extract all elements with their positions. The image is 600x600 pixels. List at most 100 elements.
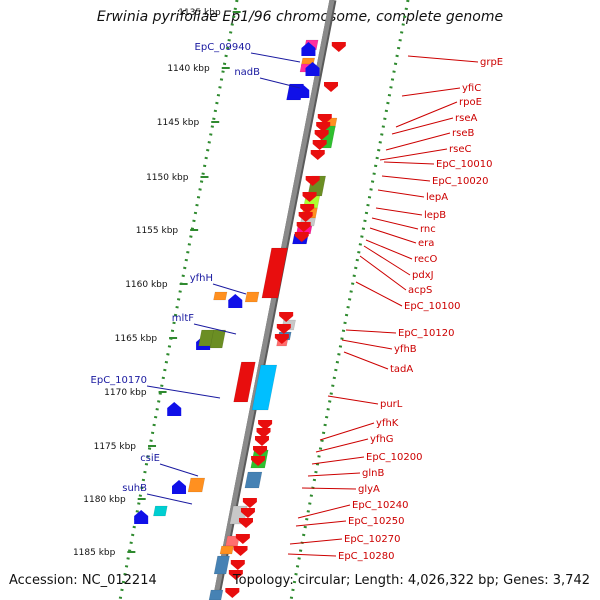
- reverse-gene-arrow: [233, 546, 248, 556]
- right-gene-leader: [385, 132, 451, 151]
- reverse-gene-arrow: [302, 192, 317, 202]
- left-gene-label: EpC_09940: [195, 42, 251, 53]
- cds-block: [187, 477, 206, 493]
- right-gene-leader: [371, 217, 419, 230]
- cds-block: [153, 505, 168, 517]
- left-gene-label: yfhH: [190, 273, 213, 284]
- map-title: Erwinia pyrifoliae Ep1/96 chromosome, co…: [96, 9, 504, 25]
- forward-gene-arrow: [172, 480, 187, 494]
- reverse-gene-arrow: [317, 114, 332, 124]
- tick-label: 1160 kbp: [125, 280, 168, 290]
- right-gene-leader: [407, 55, 479, 63]
- reverse-gene-arrow: [324, 82, 339, 92]
- right-gene-label: lepB: [424, 210, 446, 221]
- reverse-gene-arrow: [230, 560, 245, 570]
- tick-label: 1180 kbp: [83, 495, 126, 505]
- right-ruler-dots: [289, 0, 410, 600]
- forward-gene-arrow: [305, 62, 320, 76]
- right-gene-label: yfhK: [376, 418, 399, 429]
- right-gene-label: rpoE: [459, 97, 482, 108]
- genome-summary-text: Topology: circular; Length: 4,026,322 bp…: [232, 573, 590, 588]
- cds-block: [208, 589, 224, 600]
- tick-label: 1140 kbp: [167, 64, 210, 74]
- left-gene-label: csiE: [140, 453, 160, 464]
- tick-label: 1165 kbp: [115, 334, 158, 344]
- right-gene-leader: [315, 438, 369, 453]
- right-gene-label: rnc: [420, 224, 436, 235]
- right-gene-label: EpC_10100: [404, 301, 460, 312]
- right-gene-label: EpC_10270: [344, 534, 400, 545]
- accession-text: Accession: NC_012214: [9, 573, 157, 588]
- reverse-gene-arrow: [258, 420, 273, 430]
- right-gene-leader: [301, 487, 357, 490]
- right-gene-leader: [341, 339, 393, 350]
- left-gene-leader: [193, 323, 237, 335]
- left-gene-label: nadB: [234, 67, 260, 78]
- right-gene-label: pdxJ: [412, 270, 434, 281]
- right-gene-label: era: [418, 238, 434, 249]
- reverse-gene-arrow: [242, 498, 257, 508]
- tick-layer: 1135 kbp 1140 kbp 1145 kbp 1150 kbp 1155 kbp…: [73, 8, 241, 558]
- right-gene-label: glyA: [358, 484, 380, 495]
- cds-block: [244, 291, 260, 303]
- tick-label: 1135 kbp: [178, 8, 221, 18]
- right-gene-label: EpC_10200: [366, 452, 422, 463]
- tick-label: 1145 kbp: [157, 118, 200, 128]
- cds-block: [251, 364, 278, 411]
- right-gene-leader: [375, 207, 423, 216]
- right-gene-leader: [355, 281, 403, 307]
- tick-label: 1185 kbp: [73, 548, 116, 558]
- right-gene-leader: [401, 87, 461, 97]
- right-gene-leader: [379, 148, 448, 161]
- reverse-gene-arrow: [235, 534, 250, 544]
- reverse-gene-arrow: [296, 222, 311, 232]
- right-gene-leader: [345, 329, 397, 334]
- right-gene-label: yfhB: [394, 344, 417, 355]
- right-gene-label: rseC: [449, 144, 471, 155]
- right-gene-label: grpE: [480, 57, 503, 68]
- right-gene-leader: [297, 504, 351, 519]
- reverse-gene-arrow: [254, 436, 269, 446]
- right-gene-leader: [381, 175, 431, 182]
- right-gene-leader: [289, 538, 343, 545]
- reverse-gene-arrow: [310, 150, 325, 160]
- tick-label: 1155 kbp: [136, 226, 179, 236]
- right-gene-leader: [319, 422, 375, 441]
- reverse-gene-arrow: [240, 508, 255, 518]
- left-gene-leader: [146, 493, 193, 505]
- tick-label: 1170 kbp: [104, 388, 147, 398]
- reverse-gene-arrow: [251, 456, 266, 466]
- left-gene-leader: [159, 463, 199, 477]
- backbone-line: [212, 0, 335, 600]
- label-layer: EpC_09940 nadB yfhH mltF EpC_10170 csiE suhB gr…: [91, 42, 504, 562]
- reverse-gene-arrow: [314, 130, 329, 140]
- reverse-gene-arrow: [300, 204, 315, 214]
- right-gene-leader: [359, 255, 407, 291]
- right-gene-label: EpC_10280: [338, 551, 394, 562]
- right-gene-label: tadA: [390, 364, 413, 375]
- cds-block: [219, 545, 234, 555]
- right-gene-leader: [395, 101, 458, 128]
- reverse-gene-arrow: [279, 312, 294, 322]
- reverse-gene-arrow: [228, 570, 243, 580]
- right-gene-label: glnB: [362, 468, 384, 479]
- forward-gene-arrow: [228, 294, 243, 308]
- right-gene-leader: [327, 395, 379, 405]
- reverse-gene-arrow: [276, 324, 291, 334]
- right-gene-label: recO: [414, 254, 438, 265]
- reverse-gene-arrow: [238, 518, 253, 528]
- right-gene-leader: [287, 553, 337, 557]
- left-ruler-dots: [118, 0, 239, 600]
- right-gene-label: EpC_10120: [398, 328, 454, 339]
- right-gene-label: EpC_10240: [352, 500, 408, 511]
- reverse-gene-arrow: [274, 334, 289, 344]
- reverse-gene-block: [233, 361, 256, 403]
- right-gene-leader: [383, 161, 435, 165]
- right-gene-leader: [377, 189, 425, 198]
- forward-gene-arrow: [301, 42, 316, 56]
- left-gene-label: EpC_10170: [91, 375, 147, 386]
- forward-gene-arrow: [167, 402, 182, 416]
- right-gene-leader: [391, 117, 454, 135]
- right-gene-label: EpC_10250: [348, 516, 404, 527]
